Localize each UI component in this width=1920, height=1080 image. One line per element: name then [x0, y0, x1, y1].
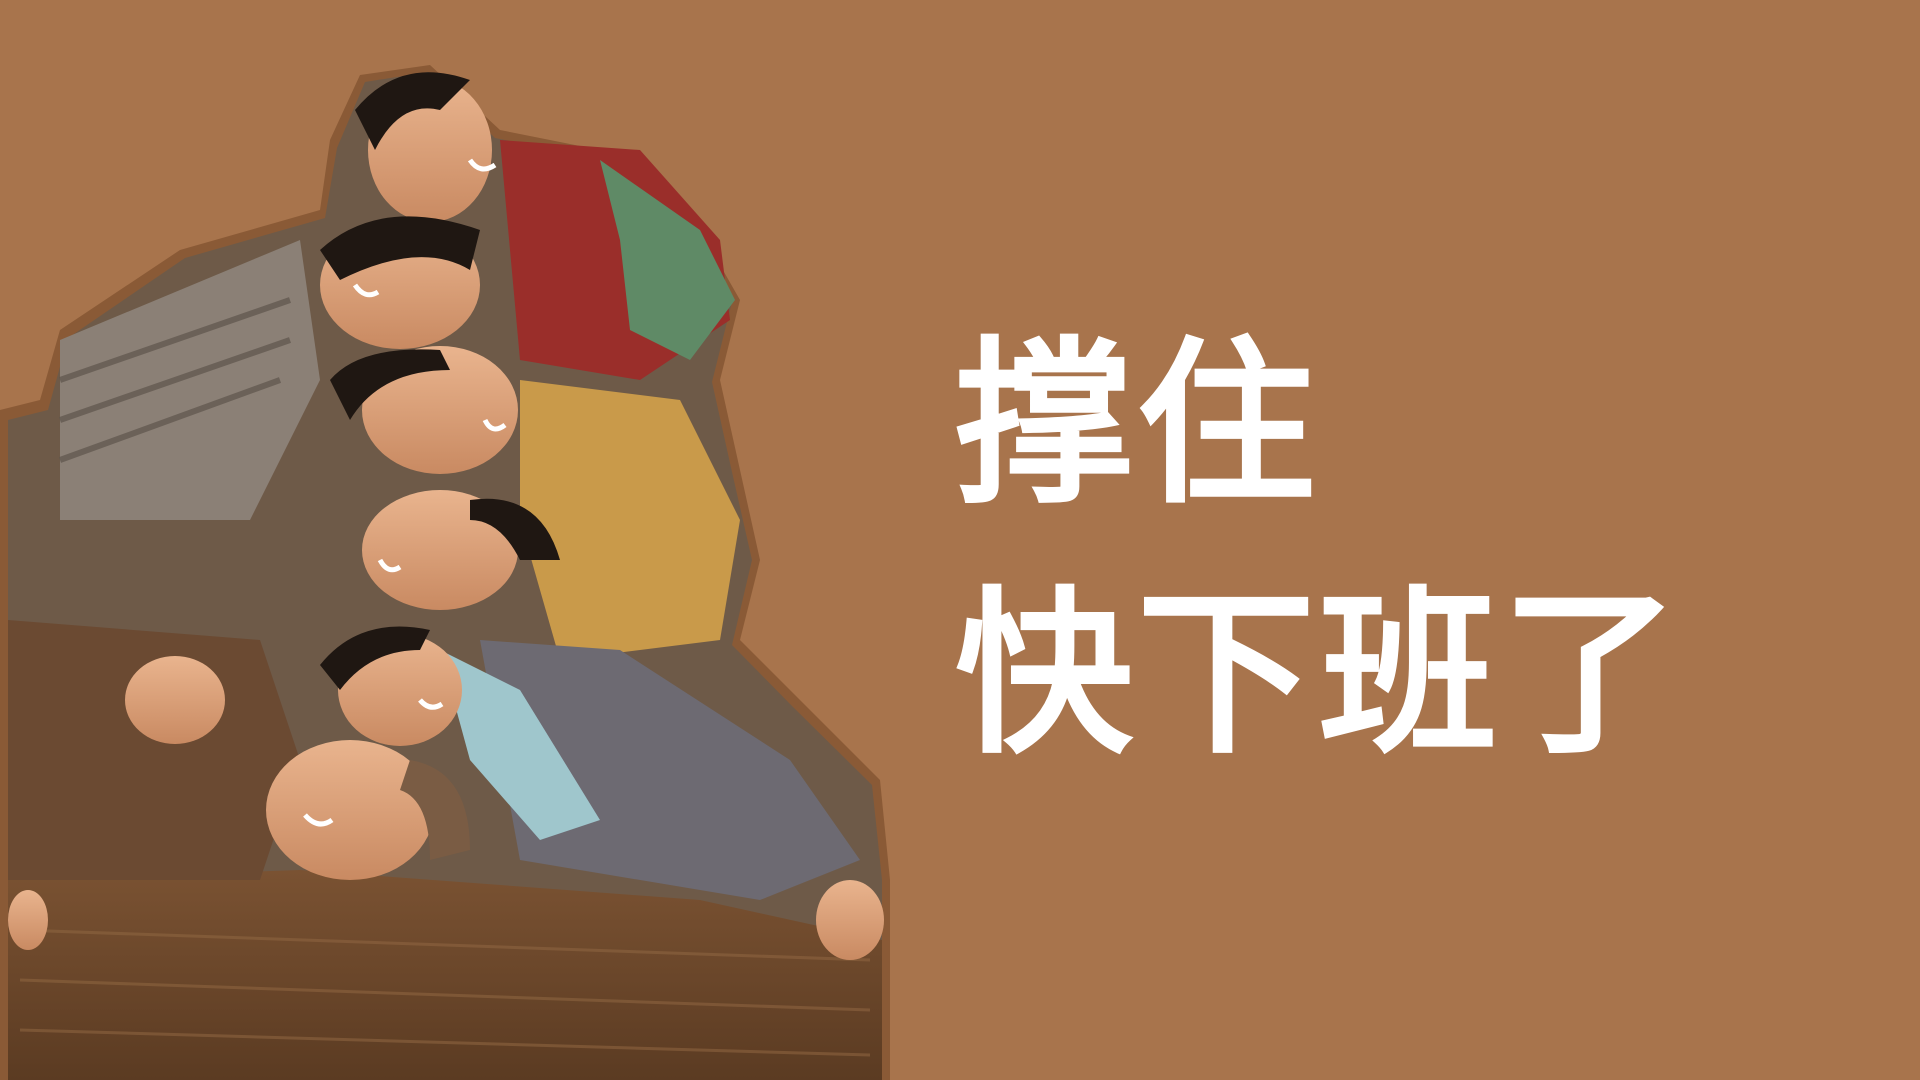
wooden-floor [8, 870, 882, 1080]
headline: 撑住 快下班了 [955, 300, 1683, 800]
hand-right [816, 880, 884, 960]
headline-line-2: 快下班了 [955, 571, 1683, 778]
yellow-robe [520, 380, 740, 660]
grey-robe [480, 640, 860, 900]
light-blue-scarf [440, 650, 600, 840]
brown-robe [8, 620, 300, 880]
headline-line-1: 撑住 [955, 321, 1319, 528]
face-bottom [266, 740, 434, 880]
face-third [362, 346, 518, 474]
hand-left [125, 656, 225, 744]
group-photo [0, 65, 890, 1080]
